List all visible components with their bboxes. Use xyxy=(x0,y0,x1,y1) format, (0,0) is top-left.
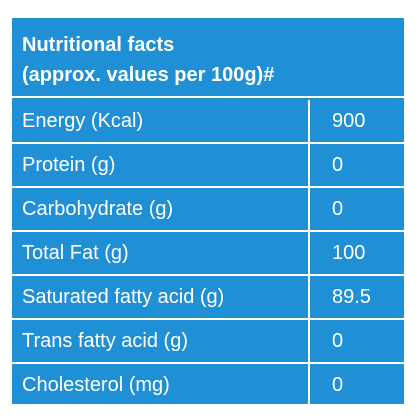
table-row-saturated-fat: Saturated fatty acid (g) 89.5 xyxy=(12,276,404,320)
row-label: Energy (Kcal) xyxy=(22,110,144,132)
row-label: Protein (g) xyxy=(22,154,116,176)
table-row-energy: Energy (Kcal) 900 xyxy=(12,100,404,144)
row-label: Total Fat (g) xyxy=(22,242,129,264)
table-row-total-fat: Total Fat (g) 100 xyxy=(12,232,404,276)
table-row-trans-fat: Trans fatty acid (g) 0 xyxy=(12,320,404,364)
table-row-protein: Protein (g) 0 xyxy=(12,144,404,188)
row-value: 0 xyxy=(308,364,404,406)
row-label: Saturated fatty acid (g) xyxy=(22,286,225,308)
row-label: Cholesterol (mg) xyxy=(22,374,170,396)
row-value: 89.5 xyxy=(308,276,404,318)
row-value: 900 xyxy=(308,100,404,142)
row-value: 0 xyxy=(308,320,404,362)
nutrition-header: Nutritional facts (approx. values per 10… xyxy=(12,18,404,98)
table-row-carbohydrate: Carbohydrate (g) 0 xyxy=(12,188,404,232)
row-label: Carbohydrate (g) xyxy=(22,198,174,220)
table-row-cholesterol: Cholesterol (mg) 0 xyxy=(12,364,404,406)
nutrition-facts-panel: Nutritional facts (approx. values per 10… xyxy=(10,16,406,406)
row-value: 0 xyxy=(308,188,404,230)
row-label: Trans fatty acid (g) xyxy=(22,330,188,352)
row-value: 0 xyxy=(308,144,404,186)
header-title: Nutritional facts xyxy=(22,34,175,56)
row-value: 100 xyxy=(308,232,404,274)
header-subtitle: (approx. values per 100g)# xyxy=(22,64,275,86)
nutrition-table: Energy (Kcal) 900 Protein (g) 0 Carbohyd… xyxy=(12,100,404,406)
